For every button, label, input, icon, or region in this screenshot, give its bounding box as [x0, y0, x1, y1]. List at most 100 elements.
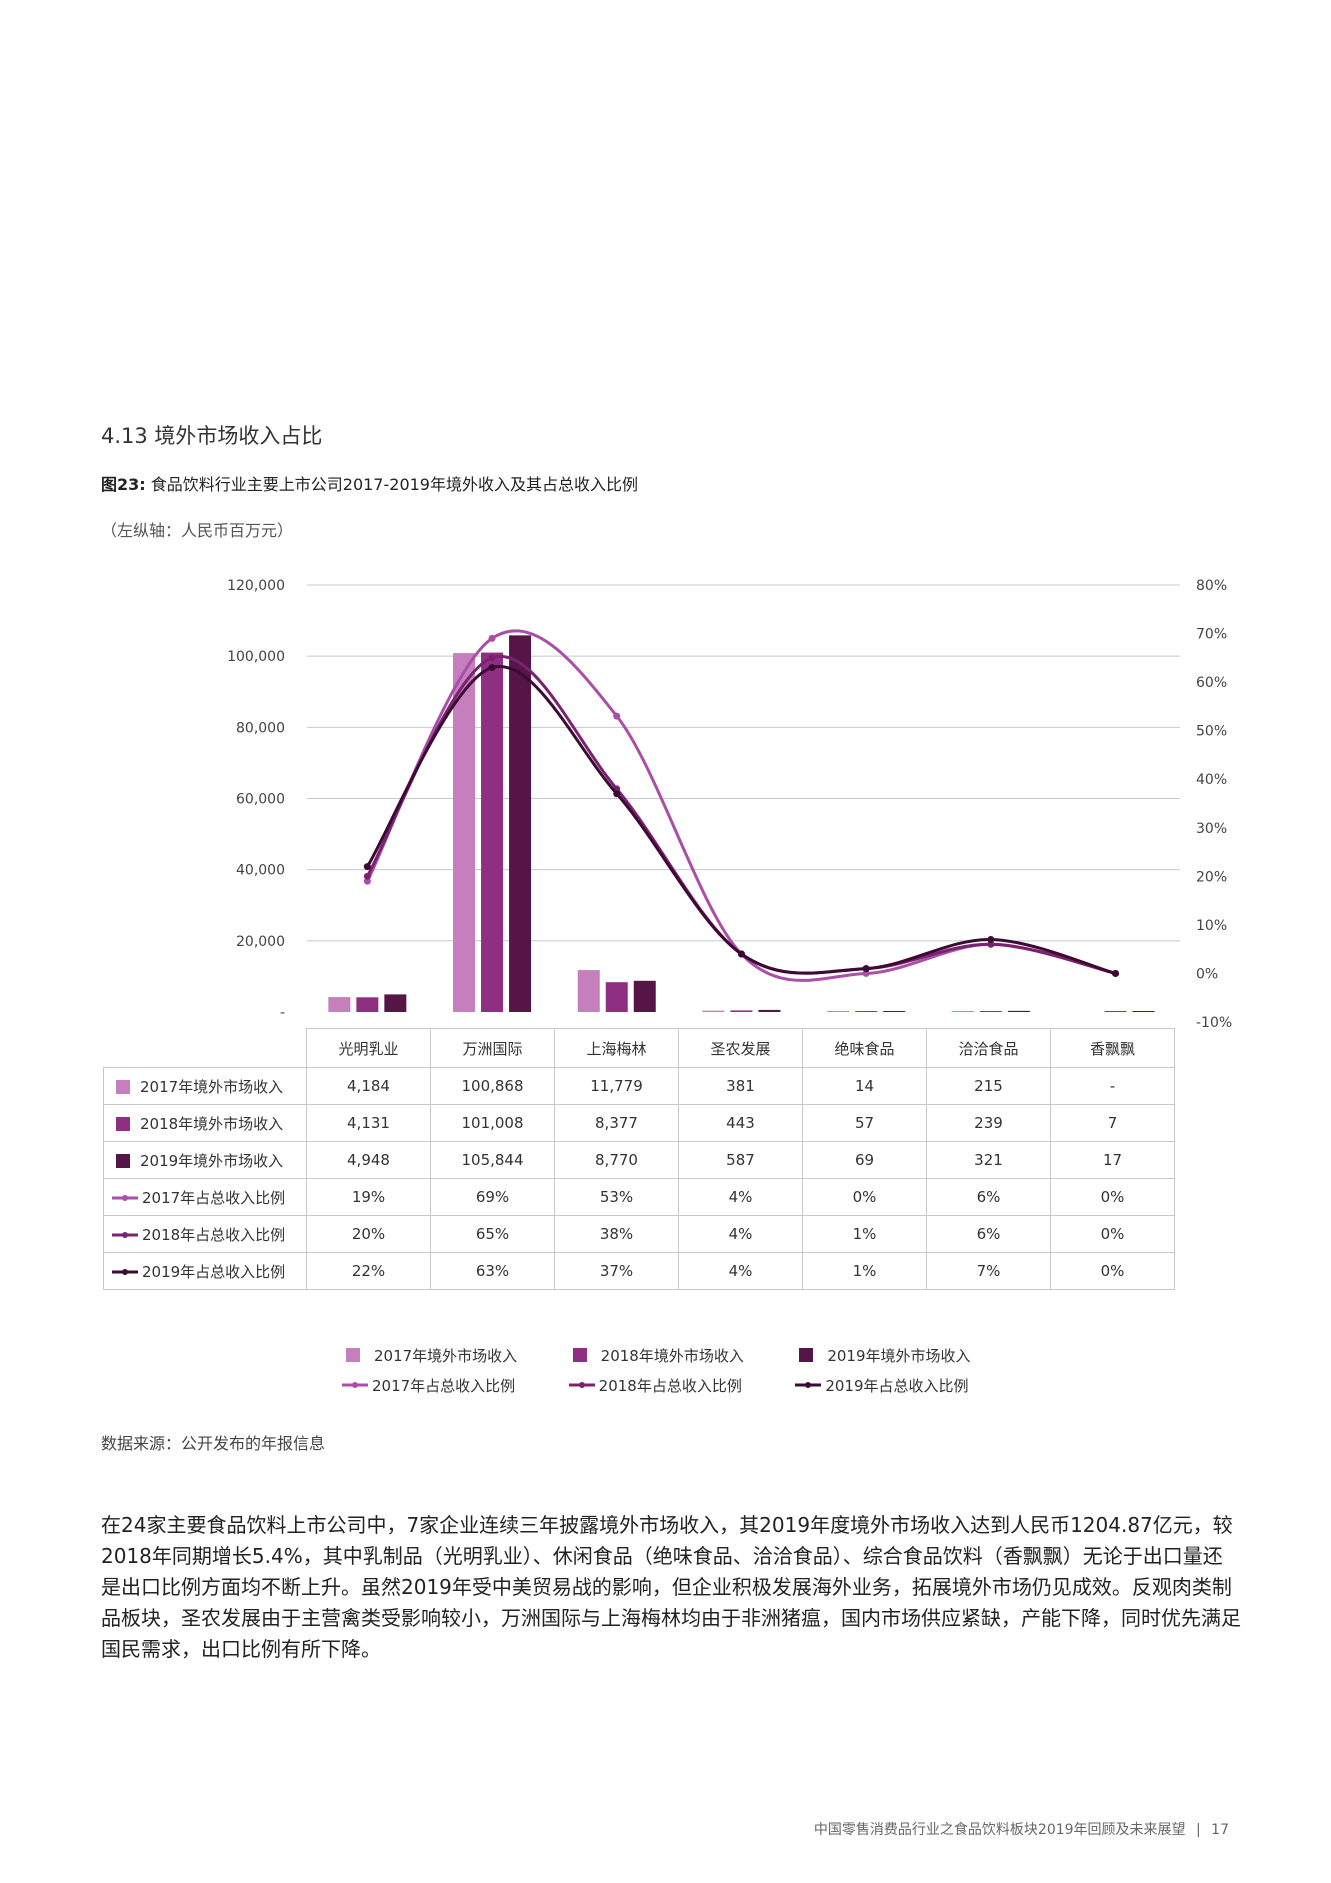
series-point [488, 664, 496, 672]
bar [605, 982, 628, 1012]
bar [1132, 1011, 1155, 1012]
row-label: 2017年占总收入比例 [103, 1178, 307, 1216]
table-cell: 4,184 [306, 1067, 431, 1105]
bar [509, 635, 532, 1012]
series-point [488, 654, 496, 662]
bar [328, 997, 351, 1012]
footer-separator: | [1196, 1822, 1201, 1838]
bar-key-icon [346, 1348, 360, 1362]
figure-title: 食品饮料行业主要上市公司2017-2019年境外收入及其占总收入比例 [150, 475, 638, 494]
line-key-icon [112, 1269, 138, 1275]
right-tick-label: 0% [1196, 966, 1218, 982]
row-label: 2018年占总收入比例 [103, 1215, 307, 1253]
right-tick-label: -10% [1196, 1015, 1232, 1030]
axis-unit-note: （左纵轴：人民币百万元） [101, 521, 294, 540]
bar [730, 1010, 753, 1012]
legend-bar-row: 2017年境外市场收入 2018年境外市场收入 2019年境外市场收入 [340, 1340, 1020, 1370]
bar [855, 1011, 878, 1012]
table-cell: 19% [306, 1178, 431, 1216]
series-line [366, 654, 1116, 975]
table-cell: 38% [554, 1215, 679, 1253]
row-label-text: 2018年境外市场收入 [140, 1114, 284, 1133]
legend-item: 2019年占总收入比例 [793, 1370, 1020, 1400]
table-cell: 4% [678, 1178, 803, 1216]
row-label-text: 2019年境外市场收入 [140, 1151, 284, 1170]
legend-label: 2017年占总收入比例 [372, 1376, 516, 1395]
right-tick-label: 30% [1196, 821, 1227, 837]
bar [384, 994, 407, 1012]
right-tick-label: 80% [1196, 578, 1227, 594]
bar-key-icon [799, 1348, 814, 1362]
table-cell: 101,008 [430, 1104, 555, 1142]
bar [1104, 1011, 1127, 1012]
table-cell: 0% [1050, 1215, 1175, 1253]
series-point [363, 872, 371, 880]
bar [883, 1011, 906, 1012]
bar [577, 970, 600, 1012]
series-point [488, 634, 496, 642]
figure-label: 图23: [101, 475, 146, 494]
table-cell: 0% [802, 1178, 927, 1216]
bar [633, 980, 656, 1012]
table-cell: 100,868 [430, 1067, 555, 1105]
table-row: 2017年境外市场收入 4,184 100,868 11,779 381 14 215- [103, 1067, 1175, 1105]
table-cell: 4% [678, 1215, 803, 1253]
legend-item: 2017年占总收入比例 [340, 1370, 567, 1400]
table-cell: 0% [1050, 1252, 1175, 1290]
category-header: 上海梅林 [554, 1028, 679, 1068]
chart: - 20,000 40,000 60,000 80,000 100,000 120,000 -… [227, 578, 1232, 1030]
bar-key-icon [116, 1116, 130, 1131]
table-cell: 443 [678, 1104, 803, 1142]
series-line [366, 629, 1116, 982]
series-point [737, 950, 745, 958]
legend-item: 2018年境外市场收入 [567, 1340, 794, 1370]
category-header: 万洲国际 [430, 1028, 555, 1068]
right-tick-label: 70% [1196, 627, 1227, 643]
table-cell: 7 [1050, 1104, 1175, 1142]
row-label: 2018年境外市场收入 [103, 1104, 307, 1142]
source-note: 数据来源：公开发布的年报信息 [101, 1434, 326, 1453]
legend-label: 2019年境外市场收入 [827, 1346, 971, 1365]
table-cell: 1% [802, 1252, 927, 1290]
body-paragraph: 在24家主要食品饮料上市公司中，7家企业连续三年披露境外市场收入，其2019年度… [101, 1513, 1241, 1661]
table-cell: 105,844 [430, 1141, 555, 1179]
table-cell: 215 [926, 1067, 1051, 1105]
table-row: 2019年占总收入比例 22% 63% 37% 4% 1% 7% 0% [103, 1252, 1175, 1290]
table-cell: 0% [1050, 1178, 1175, 1216]
table-cell: 65% [430, 1215, 555, 1253]
table-row: 2018年境外市场收入 4,131 101,008 8,377 443 57 239 7 [103, 1104, 1175, 1142]
line-key-icon [568, 1382, 595, 1388]
table-body: 2017年境外市场收入 4,184 100,868 11,779 381 14 215- 20… [103, 1067, 1175, 1290]
table-cell: 63% [430, 1252, 555, 1290]
series-point [1112, 969, 1120, 977]
table-cell: 53% [554, 1178, 679, 1216]
table-cell: 587 [678, 1141, 803, 1179]
right-tick-label: 40% [1196, 772, 1227, 788]
table-cell: 37% [554, 1252, 679, 1290]
chart-legend: 2017年境外市场收入 2018年境外市场收入 2019年境外市场收入 2017年占… [340, 1340, 1020, 1400]
body-text: 在24家主要食品饮料上市公司中，7家企业连续三年披露境外市场收入，其2019年度… [101, 1510, 1241, 1665]
line-key-icon [795, 1382, 822, 1388]
left-tick-label: 60,000 [236, 792, 285, 808]
category-header: 香飘飘 [1050, 1028, 1175, 1068]
row-label: 2019年占总收入比例 [103, 1252, 307, 1290]
table-cell: 11,779 [554, 1067, 679, 1105]
table-cell: 20% [306, 1215, 431, 1253]
table-row: 2017年占总收入比例 19% 69% 53% 4% 0% 6% 0% [103, 1178, 1175, 1216]
table-header-row: 光明乳业 万洲国际 上海梅林 圣农发展 绝味食品 洽洽食品 香飘飘 [103, 1028, 1175, 1068]
left-tick-label: 120,000 [227, 578, 285, 594]
series-point [987, 935, 995, 943]
series-point [363, 877, 371, 885]
category-header: 光明乳业 [306, 1028, 431, 1068]
left-tick-label: - [280, 1005, 285, 1021]
table-cell: - [1050, 1067, 1175, 1105]
bar [702, 1010, 725, 1012]
table-cell: 8,770 [554, 1141, 679, 1179]
legend-line-row: 2017年占总收入比例 2018年占总收入比例 2019年占总收入比例 [340, 1370, 1020, 1400]
table-cell: 8,377 [554, 1104, 679, 1142]
table-cell: 22% [306, 1252, 431, 1290]
table-cell: 4% [678, 1252, 803, 1290]
bar [827, 1011, 850, 1012]
table-cell: 321 [926, 1141, 1051, 1179]
bar-key-icon [572, 1348, 587, 1362]
